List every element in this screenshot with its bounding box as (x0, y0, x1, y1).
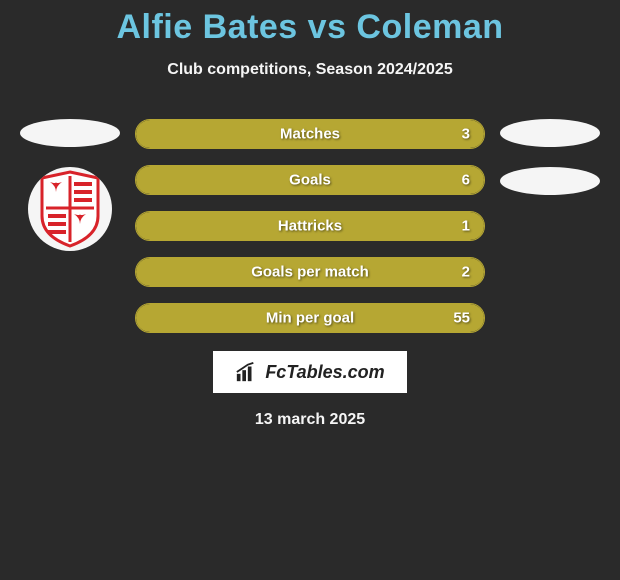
subtitle: Club competitions, Season 2024/2025 (167, 61, 452, 79)
bar-chart-icon (235, 361, 257, 383)
stat-label: Hattricks (278, 218, 342, 235)
right-club-ellipse (500, 167, 600, 195)
left-column (15, 119, 125, 251)
page-title: Alfie Bates vs Coleman (116, 8, 503, 47)
left-club-crest (28, 167, 112, 251)
stat-value: 3 (462, 126, 470, 143)
content-row: Matches 3 Goals 6 Hattricks 1 Goals per … (0, 119, 620, 333)
stat-value: 6 (462, 172, 470, 189)
stat-label: Matches (280, 126, 340, 143)
stat-label: Goals (289, 172, 331, 189)
right-column (495, 119, 605, 195)
stat-bar: Goals 6 (135, 165, 485, 195)
stat-bar: Min per goal 55 (135, 303, 485, 333)
comparison-infographic: Alfie Bates vs Coleman Club competitions… (0, 0, 620, 580)
stat-value: 1 (462, 218, 470, 235)
stat-bar: Matches 3 (135, 119, 485, 149)
stat-bar: Goals per match 2 (135, 257, 485, 287)
left-club-ellipse (20, 119, 120, 147)
stat-label: Min per goal (266, 310, 354, 327)
stat-bars: Matches 3 Goals 6 Hattricks 1 Goals per … (135, 119, 485, 333)
brand-badge: FcTables.com (213, 351, 406, 393)
stat-value: 2 (462, 264, 470, 281)
shield-icon (36, 170, 104, 248)
date-text: 13 march 2025 (255, 411, 365, 429)
right-club-ellipse (500, 119, 600, 147)
brand-text: FcTables.com (265, 362, 384, 383)
stat-label: Goals per match (251, 264, 369, 281)
stat-bar: Hattricks 1 (135, 211, 485, 241)
stat-value: 55 (453, 310, 470, 327)
